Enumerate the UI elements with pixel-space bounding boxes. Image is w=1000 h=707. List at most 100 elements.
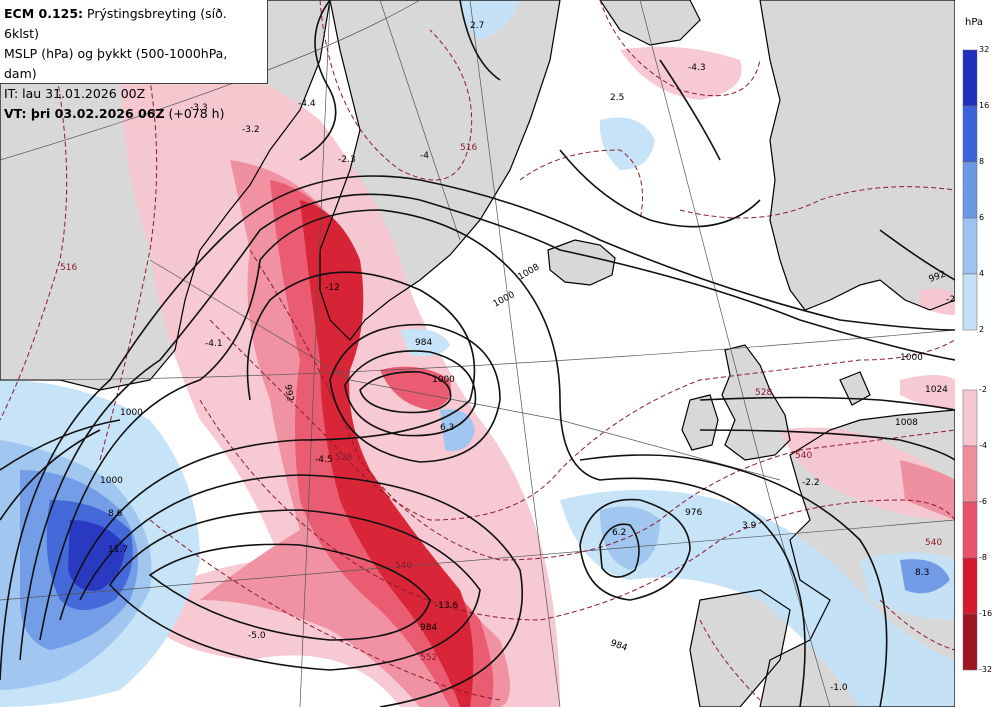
tendency-region [560, 490, 955, 707]
coastline [599, 0, 701, 46]
valid-time: VT: þri 03.02.2026 06Z [4, 106, 165, 121]
tendency-value-label: -4.5 [315, 455, 333, 465]
coastline [721, 344, 791, 461]
tendency-value-label: -12 [325, 283, 340, 293]
legend-positive-segment [962, 105, 978, 163]
legend-negative-segment [962, 613, 978, 671]
coastline [681, 394, 719, 451]
legend-tick-label: 4 [979, 269, 985, 278]
thickness-label: 540 [395, 561, 412, 571]
valid-time-line: VT: þri 03.02.2026 06Z (+078 h) [4, 104, 263, 124]
ireland-landmass [682, 395, 718, 450]
thickness-label: 552 [420, 653, 437, 663]
legend-tick-label: 16 [979, 101, 990, 110]
isobar-label: 1000 [100, 476, 123, 486]
model-name: ECM 0.125: [4, 6, 84, 21]
legend-tick-label: 2 [979, 325, 985, 334]
tendency-region [460, 0, 520, 40]
thickness-label: 516 [60, 263, 77, 273]
legend-unit: hPa [965, 17, 984, 28]
legend-tick-label: -32 [979, 665, 993, 674]
thickness-label: 540 [795, 451, 812, 461]
tendency-value-label: 6.3 [440, 423, 454, 433]
tendency-value-label: -2.0 [946, 295, 964, 305]
tendency-value-label: 11.7 [108, 545, 128, 555]
arctic-islands [600, 0, 700, 45]
thickness-label: 528 [755, 388, 772, 398]
tendency-value-label: 6.2 [612, 528, 626, 538]
isobar-label: 1000 [120, 408, 143, 418]
tendency-value-label: -3.3 [190, 103, 208, 113]
subtitle-line: MSLP (hPa) og þykkt (500-1000hPa, dam) [4, 46, 228, 81]
isobar-label: 1024 [925, 385, 948, 395]
isobar-label: 984 [415, 338, 432, 348]
lead-time: (+078 h) [168, 106, 225, 121]
isobar-label: 1000 [432, 375, 455, 385]
tendency-region [380, 366, 451, 410]
coastline [759, 409, 955, 707]
tendency-value-label: -4.1 [205, 339, 223, 349]
tendency-region [68, 520, 125, 591]
coastline [547, 239, 616, 286]
tendency-value-label: -3.2 [242, 125, 260, 135]
thickness-label: 516 [460, 143, 477, 153]
coastline [319, 0, 561, 341]
tendency-value-label: -13.6 [435, 601, 459, 611]
tendency-region [599, 117, 655, 170]
legend-tick-label: 32 [979, 45, 990, 54]
tendency-value-label: -2.3 [338, 155, 356, 165]
tendency-value-label: 8.6 [108, 509, 123, 519]
tendency-region [900, 559, 950, 594]
tendency-value-label: 2.5 [610, 93, 624, 103]
legend-negative-segment [962, 389, 978, 447]
tendency-region [920, 288, 955, 315]
legend-tick-label: -16 [979, 609, 993, 618]
isobar-label: 992 [282, 384, 295, 403]
isobar-label: 1000 [900, 353, 923, 363]
isobar-label: 1008 [895, 418, 918, 428]
legend-positive-segment [962, 273, 978, 331]
thickness-label: 528 [335, 453, 352, 463]
init-time-line: IT: lau 31.01.2026 00Z [4, 86, 146, 101]
tendency-value-label: -4 [420, 151, 429, 161]
legend-tick-label: -4 [979, 441, 987, 450]
isobar-label: 984 [420, 623, 437, 633]
tendency-value-label: -4.4 [298, 99, 316, 109]
tendency-value-label: -4.3 [688, 63, 706, 73]
pressure-tendency-shading [0, 0, 955, 707]
color-legend [962, 49, 978, 671]
coastlines [0, 0, 955, 707]
legend-positive-segment [962, 161, 978, 219]
legend-tick-label: 6 [979, 213, 985, 222]
legend-negative-segment [962, 445, 978, 503]
field-title: Prýstingsbreyting (síð. 6klst) [4, 6, 227, 41]
coastline [839, 371, 871, 406]
legend-negative-segment [962, 557, 978, 615]
legend-positive-segment [962, 49, 978, 107]
thickness-label: 540 [925, 538, 942, 548]
legend-negative-segment [962, 501, 978, 559]
map-labels: 1000100010001008102499299298498498497610… [60, 21, 964, 693]
legend-positive-segment [962, 217, 978, 275]
tendency-region [900, 460, 955, 520]
coastline [689, 589, 791, 707]
isobars [0, 0, 955, 707]
legend-tick-label: 8 [979, 157, 985, 166]
tendency-region [200, 160, 510, 707]
forecast-info-panel: ECM 0.125: Prýstingsbreyting (síð. 6klst… [0, 0, 268, 121]
tendency-value-label: 3.9 [742, 521, 757, 531]
tendency-region [400, 329, 450, 357]
tendency-value-label: -5.0 [248, 631, 266, 641]
tendency-value-label: -2.2 [802, 478, 820, 488]
isobar-label: 976 [685, 508, 702, 518]
legend-tick-label: -8 [979, 553, 987, 562]
tendency-value-label: 2.7 [470, 21, 484, 31]
denmark-landmass [840, 372, 870, 405]
coastline [0, 0, 331, 391]
title-line: ECM 0.125: Prýstingsbreyting (síð. 6klst… [4, 4, 263, 44]
tendency-region [300, 200, 474, 707]
tendency-value-label: 8.3 [915, 568, 929, 578]
tendency-region [620, 46, 742, 100]
